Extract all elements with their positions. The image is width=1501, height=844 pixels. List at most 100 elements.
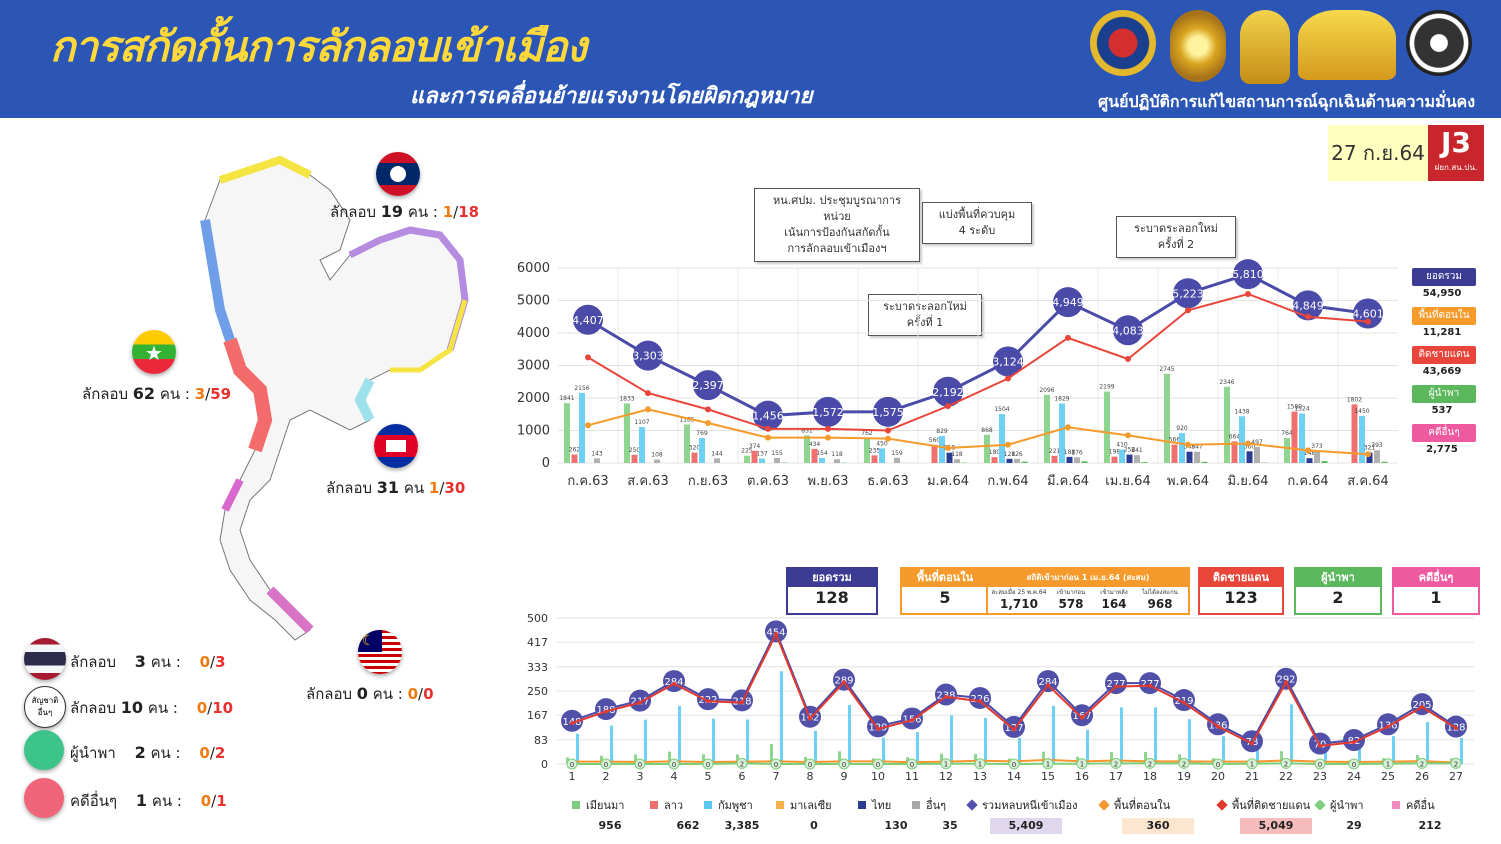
bar <box>811 448 818 463</box>
bar <box>1222 736 1225 764</box>
bar <box>1366 452 1373 463</box>
thailand-map <box>200 155 469 641</box>
x-tick-label: 21 <box>1245 770 1259 783</box>
legend-value: 3,385 <box>724 819 760 832</box>
bar <box>1324 749 1327 764</box>
point <box>1365 451 1371 458</box>
point-label: 2 <box>1420 760 1424 768</box>
bar-value-label: 2156 <box>574 385 589 392</box>
summary-inland-label: พื้นที่ตอนใน <box>902 569 988 587</box>
bar-value-label: 2199 <box>1099 384 1114 391</box>
point <box>1065 334 1071 341</box>
airforce-seal-icon <box>1298 10 1396 80</box>
legend-value: 43,669 <box>1422 366 1462 377</box>
bar-value-label: 769 <box>696 430 708 437</box>
bar-value-label: 321 <box>1364 445 1376 452</box>
y-tick-label: 2000 <box>517 391 550 406</box>
myanmar-count: 62 <box>132 384 156 403</box>
square-marker-icon <box>1392 801 1400 809</box>
x-tick-label: ธ.ค.63 <box>867 474 908 489</box>
laos-flag-icon <box>376 152 420 196</box>
bar <box>678 705 681 764</box>
malaysia-b: 0 <box>423 685 434 703</box>
y-tick-label: 333 <box>527 661 548 674</box>
bar <box>984 717 987 764</box>
point <box>604 709 608 714</box>
laos-a: 1 <box>442 203 454 221</box>
summary-other-label: คดีอื่นๆ <box>1394 569 1478 587</box>
bar <box>639 427 645 463</box>
point <box>765 434 771 441</box>
point <box>731 689 753 712</box>
point <box>1065 424 1071 431</box>
square-marker-icon <box>704 801 712 809</box>
bar <box>1052 705 1055 764</box>
bar <box>804 756 807 764</box>
bar <box>1256 748 1259 764</box>
bar <box>759 458 765 463</box>
other-nat-label: ลักลอบ 10 คน : 0/10 <box>70 698 234 717</box>
bar-value-label: 180 <box>989 449 1001 456</box>
bar <box>702 754 705 764</box>
bar <box>564 403 570 463</box>
bar <box>1066 456 1073 463</box>
myanmar-unit: คน : <box>159 385 190 403</box>
point-label: 1,575 <box>872 406 904 419</box>
bar <box>1014 458 1020 463</box>
y-tick-label: 6000 <box>517 261 550 276</box>
point-label: 3,124 <box>992 355 1024 368</box>
point <box>629 689 651 712</box>
point <box>842 680 846 685</box>
bar-value-label: 1504 <box>994 406 1009 413</box>
x-tick-label: ต.ค.63 <box>747 474 789 489</box>
bar <box>712 718 715 764</box>
y-tick-label: 3000 <box>517 359 550 374</box>
point <box>1212 758 1224 770</box>
point <box>1241 730 1263 753</box>
bar-value-label: 434 <box>809 441 821 448</box>
legend-value: 662 <box>676 819 700 832</box>
point-label: 0 <box>910 761 914 769</box>
bar <box>1021 461 1028 463</box>
bar-value-label: 1802 <box>1347 396 1362 403</box>
malaysia-unit: คน : <box>372 685 403 703</box>
point-label: 0 <box>604 761 608 769</box>
bar <box>819 457 825 463</box>
legend-label: คดีอื่นๆ <box>1412 424 1476 442</box>
bar <box>691 452 698 463</box>
x-tick-label: ส.ค.63 <box>627 474 668 489</box>
x-tick-label: ก.ค.64 <box>1287 474 1328 489</box>
bar <box>746 719 749 764</box>
army-seal-icon <box>1170 10 1226 82</box>
point <box>833 668 855 691</box>
bar <box>882 737 885 764</box>
legend-value: 360 <box>1122 818 1194 834</box>
x-tick-label: 5 <box>705 770 712 783</box>
bar <box>1280 751 1283 764</box>
pre-v3: 164 <box>1101 597 1127 611</box>
point <box>638 700 642 705</box>
x-tick-label: 23 <box>1313 770 1327 783</box>
myanmar-label: ลักลอบ 62 คน : 3/59 <box>82 384 232 403</box>
point <box>1178 757 1190 769</box>
point-label: 1 <box>1250 761 1254 769</box>
malaysia-count: 0 <box>356 684 368 703</box>
point <box>1046 683 1050 688</box>
point <box>1173 278 1203 309</box>
point <box>1275 667 1297 690</box>
guide-label: ผู้นำพา 2 คน : 0/2 <box>70 743 226 762</box>
x-tick-label: 2 <box>603 770 610 783</box>
point <box>1245 291 1251 297</box>
point-label: 2 <box>1148 760 1152 768</box>
other-nat-unit: คน : <box>147 699 178 717</box>
point <box>585 422 591 429</box>
bar <box>770 744 773 764</box>
bar <box>1254 446 1260 463</box>
legend-value: 0 <box>810 819 818 832</box>
legend-label: พื้นที่ตอนใน <box>1412 307 1476 325</box>
point <box>933 376 963 407</box>
legend-value: 29 <box>1346 819 1362 832</box>
point <box>1305 447 1311 454</box>
point <box>634 758 646 770</box>
thai-prefix: ลักลอบ <box>70 653 116 671</box>
